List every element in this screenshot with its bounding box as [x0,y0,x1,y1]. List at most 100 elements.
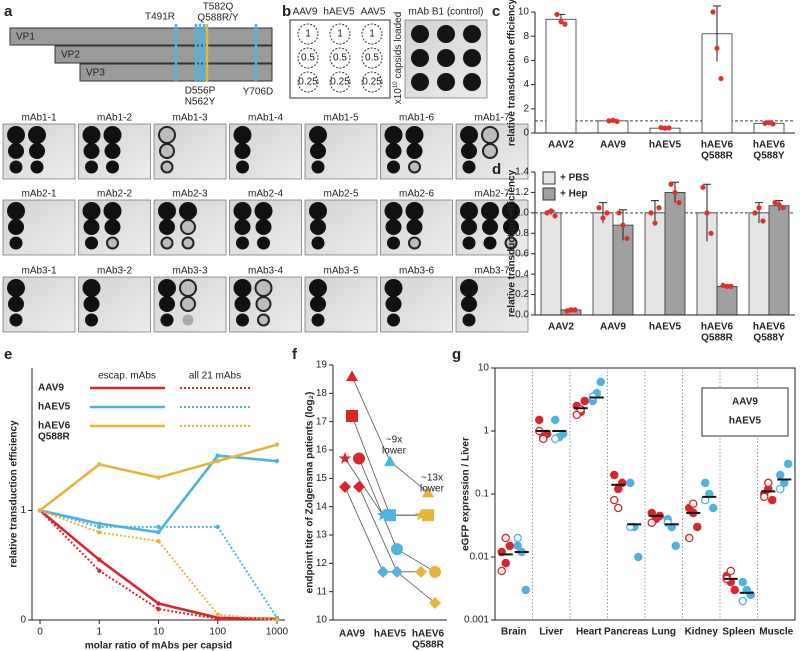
legend-label: AAV9 [732,397,758,408]
blot-dot [385,219,402,235]
data-point [562,21,568,27]
blot-dot [311,313,325,327]
data-point [580,396,590,406]
data-point [606,118,612,124]
marker [384,509,396,522]
data-point [497,566,506,576]
panel-label: f [292,346,298,363]
data-point [568,307,574,313]
key-amount: 1 [305,29,311,40]
series-marker [97,530,102,535]
annotation: ~9x [386,435,402,446]
mutation-label: T491R [145,12,175,23]
data-point [513,541,523,551]
data-point [620,222,626,228]
marker [339,480,351,493]
data-point [671,541,681,551]
key-amount: 0.25 [298,77,318,88]
blot-dot [482,143,498,159]
blot-label: mAb2-5 [323,189,358,200]
data-point [626,478,635,488]
blot-dot [8,143,24,159]
marker [353,480,365,493]
connector [358,458,398,550]
blot-label: mAb3-6 [399,266,434,277]
data-point [501,533,510,543]
x-tick-label: Spleen [722,627,755,638]
data-point [668,181,674,187]
data-point [693,522,702,532]
key-circle [361,47,383,69]
protein-bar [9,27,273,46]
mutation-label: Q588R/Y [197,13,238,24]
data-point [738,577,748,587]
y-tick-label: 0.2 [515,289,529,300]
blot-dot [179,279,197,297]
series-marker [215,524,220,530]
key-amount: 0.5 [333,53,347,64]
blot-label: mAb2-2 [97,189,132,200]
blot-label: mAb2-3 [172,189,207,200]
x-tick-label: Q588R [701,151,733,162]
data-point [764,478,773,488]
legend-label: AAV9 [38,383,64,394]
data-point [780,205,786,211]
control-dot [463,49,481,67]
mutation-label: D556P [185,86,216,97]
blot-dot [9,236,23,250]
x-tick-label: 0 [37,627,43,638]
series-line [39,509,278,621]
panel-label: c [492,3,500,20]
blot-dot [180,296,196,312]
y-tick-label: 12 [316,558,328,569]
mutation-label: T582Q [203,2,234,13]
panel-label: d [492,161,501,178]
data-point [762,120,768,126]
marker [429,597,441,609]
key-axis-label: x1010 capsids loaded [393,12,404,105]
blot-dot [461,219,477,235]
data-point [535,415,544,425]
blot-dot [158,202,176,220]
y-axis-label: relative transduction efficiency [507,169,518,317]
x-tick-label: 1 [96,627,102,638]
key-circle [297,47,319,69]
key-unit: x10 [393,88,404,105]
blot-dot [461,296,477,312]
marker [391,565,403,578]
blot-dot [234,296,251,312]
y-tick-label: 6 [523,55,529,66]
control-dot [437,73,455,91]
blot-dot [462,236,476,250]
data-point [708,230,714,236]
blot-dot [481,202,499,220]
blot-dot [406,219,423,235]
blot-dot [254,202,273,220]
blot-dot [83,143,100,159]
key-header: hAEV5 [323,7,355,18]
legend-label: Q588R [38,432,70,443]
blot-dot [233,202,252,220]
y-tick-label: 14 [316,501,328,512]
blot-dot [233,279,252,297]
data-point [614,118,620,125]
data-point [776,202,782,208]
blot-label: mAb1-2 [97,113,132,124]
legend-set-label: all 21 mAbs [189,371,241,382]
y-tick-label: 0.4 [515,269,529,280]
blot-label: mAb1-7 [474,113,509,124]
y-tick-label: 2 [523,103,529,114]
x-tick-label: Pancreas [604,627,649,638]
y-tick-label: 16 [316,445,328,456]
x-tick-label: Kidney [685,627,719,638]
bar [664,192,686,316]
blot-label: mAb3-7 [474,266,509,277]
blot-label: mAb3-5 [323,266,358,277]
blot-dot [30,160,44,174]
blot-dot [104,219,121,235]
data-point [600,215,606,221]
key-amount: 0.25 [362,77,382,88]
blot-label: mAb1-3 [172,113,207,124]
data-point [724,283,730,289]
x-tick-label: AAV2 [548,140,574,151]
